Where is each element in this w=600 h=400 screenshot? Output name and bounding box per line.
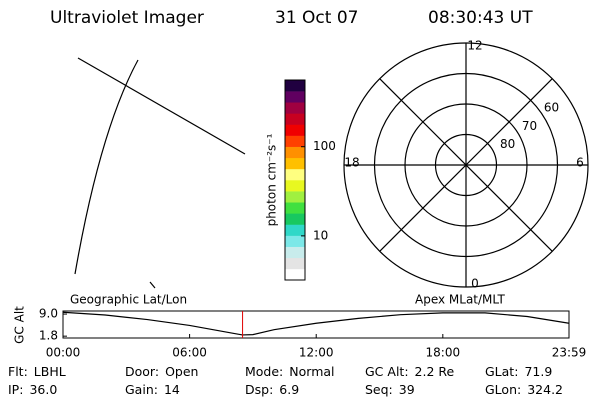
field-value: 39 <box>399 382 415 397</box>
field-label: GC Alt: <box>365 364 409 379</box>
status-field: IP: 36.0 <box>8 382 57 397</box>
field-label: GLon: <box>485 382 521 397</box>
lat-label: 70 <box>522 119 537 133</box>
x-tick-label: 12:00 <box>299 346 334 360</box>
map-line <box>77 57 246 155</box>
apex-label: Apex MLat/MLT <box>415 293 505 307</box>
colorbar-swatch <box>285 157 305 170</box>
field-label: Door: <box>125 364 159 379</box>
field-value: 2.2 Re <box>415 364 455 379</box>
colorbar-swatch <box>285 80 305 92</box>
colorbar-swatch <box>285 191 305 203</box>
status-field: GC Alt: 2.2 Re <box>365 364 455 379</box>
x-tick-label: 23:59 <box>552 346 587 360</box>
colorbar-swatch <box>285 102 305 114</box>
geographic-image <box>74 57 246 289</box>
colorbar-swatch <box>285 91 305 103</box>
colorbar-swatch <box>285 168 305 181</box>
colorbar-swatch <box>285 135 305 147</box>
status-field: GLat: 71.9 <box>485 364 552 379</box>
colorbar-tick-label: 10 <box>313 228 328 242</box>
colorbar-tick-label: 100 <box>313 139 336 153</box>
map-line <box>149 281 156 289</box>
y-tick-label: 9.0 <box>39 307 58 321</box>
field-label: Dsp: <box>245 382 273 397</box>
colorbar-swatch <box>285 246 305 259</box>
y-axis-label: GC Alt <box>13 306 27 344</box>
colorbar-swatch <box>285 146 305 159</box>
colorbar-swatch <box>285 257 305 270</box>
field-value: 6.9 <box>279 382 299 397</box>
colorbar-label: photon cm⁻²s⁻¹ <box>265 133 279 226</box>
colorbar-frame <box>284 79 306 281</box>
mlt-label: 12 <box>467 39 482 53</box>
status-field: GLon: 324.2 <box>485 382 563 397</box>
field-value: 324.2 <box>527 382 563 397</box>
x-tick-label: 00:00 <box>46 346 81 360</box>
colorbar-swatch <box>285 180 305 192</box>
y-tick-label: 1.8 <box>39 329 58 343</box>
time: 08:30:43 UT <box>428 8 533 28</box>
field-value: LBHL <box>34 364 66 379</box>
mlt-label: 0 <box>471 277 479 291</box>
status-field: Flt: LBHL <box>8 364 66 379</box>
field-value: 14 <box>164 382 180 397</box>
colorbar-swatch <box>285 124 305 136</box>
field-label: Flt: <box>8 364 28 379</box>
status-field: Dsp: 6.9 <box>245 382 299 397</box>
field-label: GLat: <box>485 364 518 379</box>
status-field: Gain: 14 <box>125 382 180 397</box>
field-value: Open <box>165 364 198 379</box>
mlt-label: 18 <box>344 156 359 170</box>
altitude-line <box>62 311 570 336</box>
x-tick-label: 06:00 <box>172 346 207 360</box>
date: 31 Oct 07 <box>275 8 358 28</box>
status-field: Door: Open <box>125 364 198 379</box>
field-value: 71.9 <box>524 364 552 379</box>
lat-label: 80 <box>500 137 515 151</box>
status-field: Mode: Normal <box>245 364 335 379</box>
field-label: Seq: <box>365 382 393 397</box>
lat-label: 60 <box>544 101 559 115</box>
mlt-label: 6 <box>576 156 584 170</box>
plot-frame <box>62 310 570 339</box>
field-label: Mode: <box>245 364 283 379</box>
geo-label: Geographic Lat/Lon <box>70 293 187 307</box>
field-value: 36.0 <box>29 382 57 397</box>
x-tick-label: 18:00 <box>426 346 461 360</box>
colorbar-swatch <box>285 224 305 236</box>
field-label: IP: <box>8 382 23 397</box>
field-value: Normal <box>289 364 334 379</box>
colorbar-swatch <box>285 213 305 225</box>
status-field: Seq: 39 <box>365 382 415 397</box>
map-line <box>74 59 139 275</box>
instrument-title: Ultraviolet Imager <box>50 8 204 28</box>
colorbar-swatch <box>285 202 305 214</box>
colorbar-swatch <box>285 268 305 281</box>
polar-spoke <box>379 78 553 252</box>
colorbar-swatch <box>285 235 305 247</box>
colorbar-swatch <box>285 113 305 125</box>
field-label: Gain: <box>125 382 158 397</box>
